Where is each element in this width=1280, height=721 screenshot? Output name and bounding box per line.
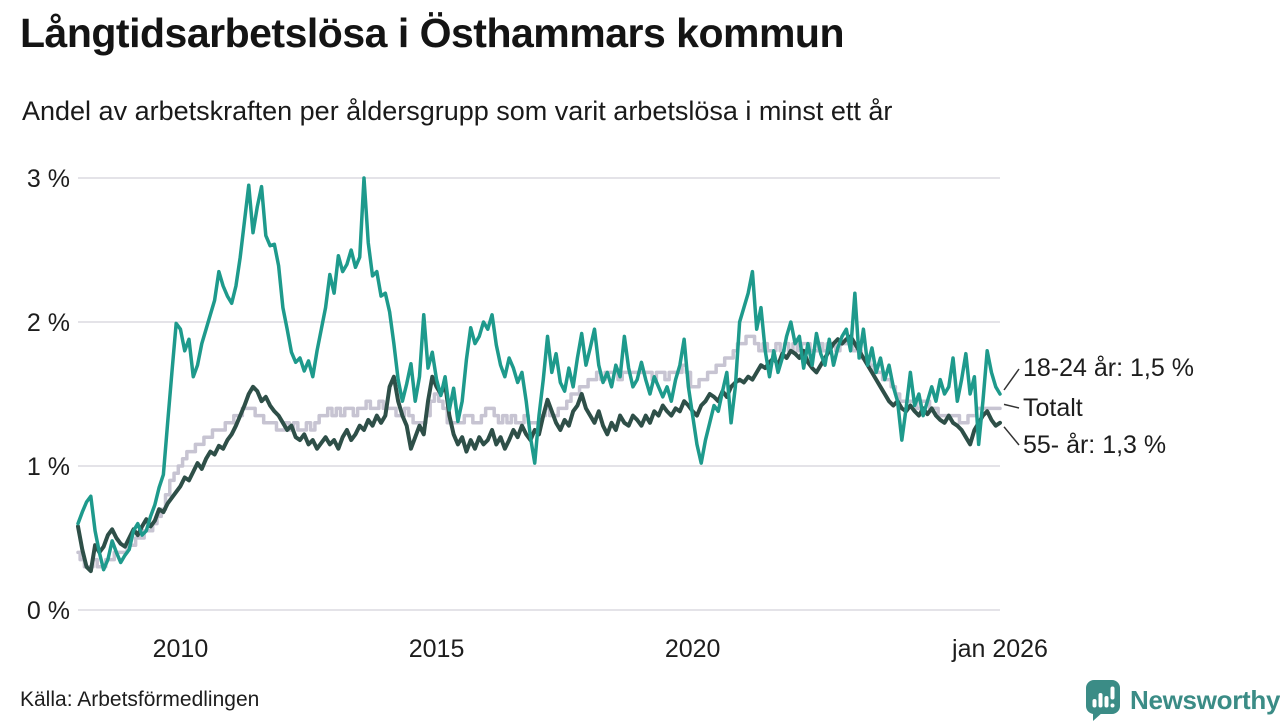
source-note: Källa: Arbetsförmedlingen <box>20 688 260 711</box>
series-end-label-55: 55- år: 1,3 % <box>1023 431 1167 459</box>
page-subtitle: Andel av arbetskraften per åldersgrupp s… <box>22 96 893 126</box>
series-line-55 <box>76 334 1002 574</box>
x-axis-label: 2015 <box>409 635 465 663</box>
newsworthy-bubble-chart-icon <box>1086 680 1120 721</box>
x-axis-label: 2020 <box>665 635 721 663</box>
series-line-18-24 <box>76 176 1002 572</box>
page-title: Långtidsarbetslösa i Östhammars kommun <box>20 10 845 56</box>
y-axis-label: 1 % <box>27 453 70 481</box>
x-axis-label: jan 2026 <box>951 635 1048 663</box>
newsworthy-logo: Newsworthy <box>1086 680 1280 721</box>
x-axis-label: 2010 <box>153 635 209 663</box>
newsworthy-wordmark: Newsworthy <box>1130 685 1280 715</box>
y-axis-label: 0 % <box>27 597 70 625</box>
y-axis-label: 3 % <box>27 165 70 193</box>
series-end-label-18-24: 18-24 år: 1,5 % <box>1023 354 1194 382</box>
leader-line-18-24 <box>1003 368 1020 391</box>
leader-line-totalt <box>1003 403 1020 409</box>
y-axis-label: 2 % <box>27 309 70 337</box>
leader-line-55 <box>1003 426 1020 446</box>
series-end-label-totalt: Totalt <box>1023 394 1083 422</box>
